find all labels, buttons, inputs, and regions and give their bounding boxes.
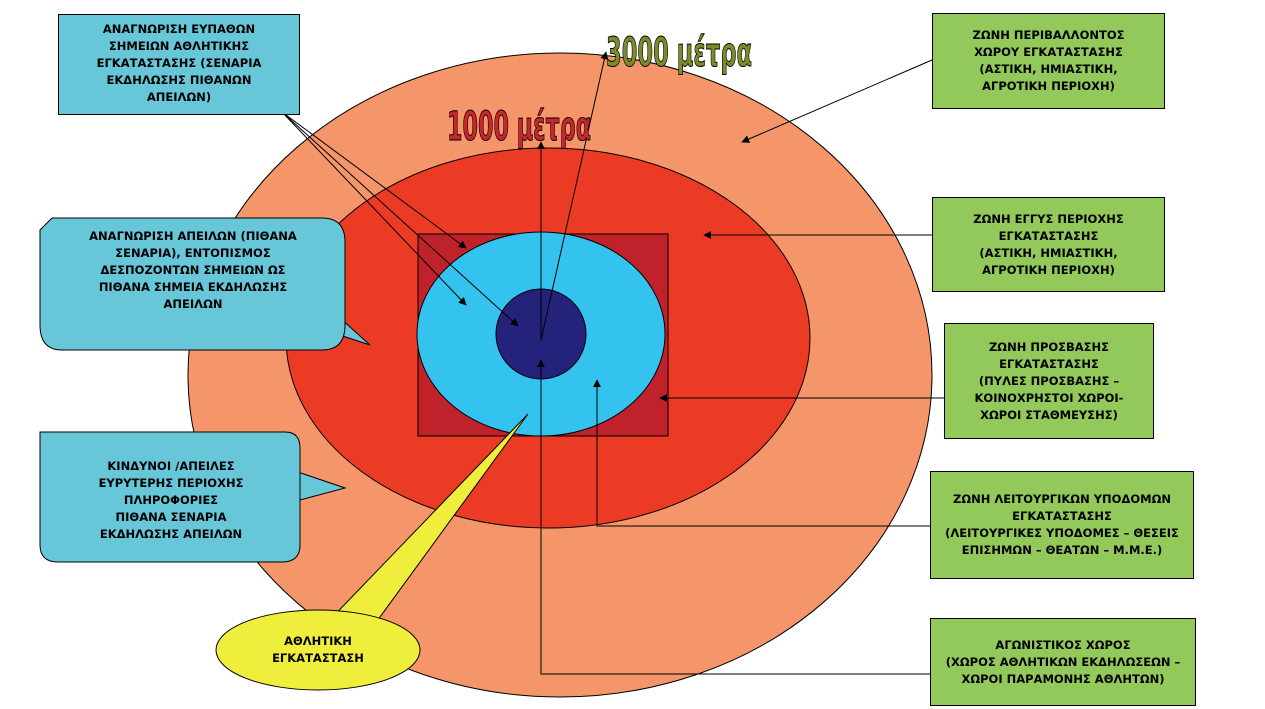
arrow-zone-4 [593,379,930,527]
arrow-3000m [540,51,609,341]
zone-box-environment: ΖΩΝΗ ΠΕΡΙΒΑΛΛΟΝΤΟΣ ΧΩΡΟΥ ΕΓΚΑΤΑΣΤΑΣΗΣ (Α… [932,13,1165,109]
vulnerable-points-box: ΑΝΑΓΝΩΡΙΣΗ ΕΥΠΑΘΩΝ ΣΗΜΕΙΩΝ ΑΘΛΗΤΙΚΗΣ ΕΓΚ… [58,14,300,115]
zone-box-near-area: ΖΩΝΗ ΕΓΓΥΣ ΠΕΡΙΟΧΗΣ ΕΓΚΑΤΑΣΤΑΣΗΣ (ΑΣΤΙΚΗ… [932,197,1165,292]
threat-recognition-text: ΑΝΑΓΝΩΡΙΣΗ ΑΠΕΙΛΩΝ (ΠΙΘΑΝΑ ΣΕΝΑΡΙΑ), ΕΝΤ… [89,229,297,311]
bottom-callout-bubble [39,431,301,563]
yellow-callout-ellipse [215,609,421,691]
label-1000m: 1000 μέτρα [447,104,591,150]
wider-area-threats-text: ΚΙΝΔΥΝΟΙ /ΑΠΕΙΛΕΣ ΕΥΡΥΤΕΡΗΣ ΠΕΡΙΟΧΗΣ ΠΛΗ… [98,459,244,541]
zone-box-competition: ΑΓΩΝΙΣΤΙΚΟΣ ΧΩΡΟΣ (ΧΩΡΟΣ ΑΘΛΗΤΙΚΩΝ ΕΚΔΗΛ… [930,618,1196,706]
arrow-zone-1 [741,59,933,143]
middle-callout-bubble [39,217,346,351]
zone-box-access: ΖΩΝΗ ΠΡΟΣΒΑΣΗΣ ΕΓΚΑΤΑΣΤΑΣΗΣ (ΠΥΛΕΣ ΠΡΟΣΒ… [944,323,1154,439]
arrow-top-1 [281,111,467,249]
arrow-top-2 [281,111,467,306]
zone-box-infrastructure: ΖΩΝΗ ΛΕΙΤΟΥΡΓΙΚΩΝ ΥΠΟΔΟΜΩΝ ΕΓΚΑΤΑΣΤΑΣΗΣ … [930,471,1194,579]
arrow-zone-5 [537,359,930,675]
arrow-top-3 [281,111,519,327]
sports-facility-text: ΑΘΛΗΤΙΚΗ ΕΓΚΑΤΑΣΤΑΣΗ [272,634,364,665]
label-3000m: 3000 μέτρα [606,30,752,76]
